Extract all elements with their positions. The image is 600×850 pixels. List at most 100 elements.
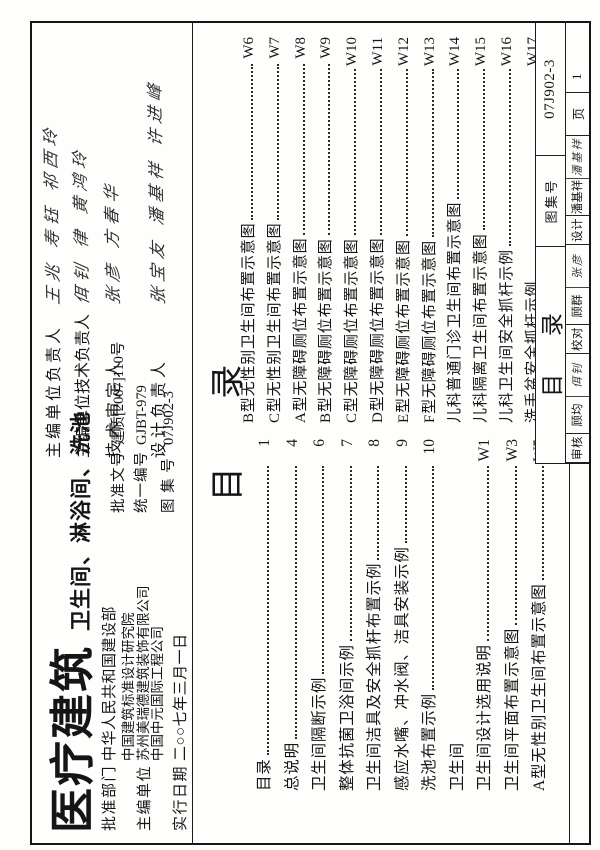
toc-entry-page: W1 bbox=[476, 439, 493, 462]
toc-entry-title: 目录 bbox=[256, 758, 273, 791]
toc-entry: 卫生间设计选用说明 W1 bbox=[472, 439, 500, 791]
handwritten-signature: 王兆 寿钰 祁西玲 bbox=[40, 121, 64, 306]
toc-dot-leader bbox=[404, 466, 407, 544]
toc-entry-title: B型无性别卫生间布置示意图 bbox=[241, 222, 257, 423]
title-block-cell: 张彦 bbox=[565, 245, 589, 288]
toc-dot-leader bbox=[379, 68, 382, 235]
toc-entry-page: 6 bbox=[311, 439, 328, 447]
title-block-cell: 1 bbox=[565, 23, 589, 93]
toc-entry: C型无障碍厕位布置示意图 W10 bbox=[340, 37, 366, 423]
editor-unit: 中国建筑标准设计研究院 bbox=[121, 612, 136, 762]
toc-entry-page: 4 bbox=[283, 439, 301, 447]
sheet-border-frame: 医疗建筑 卫生间、淋浴间、洗池 批准部门 中华人民共和国建设部 主编单位 中国建… bbox=[30, 21, 591, 845]
toc-dot-leader bbox=[483, 69, 486, 231]
toc-entry-title: B型无障碍厕位布置示意图 bbox=[318, 238, 335, 423]
toc-dot-leader bbox=[377, 466, 379, 560]
toc-dot-leader bbox=[276, 64, 279, 220]
toc-dot-leader bbox=[322, 466, 324, 674]
toc-dot-leader bbox=[508, 69, 511, 247]
toc-columns: 目录 1 总说明 4 卫生间隔断示例 6 bbox=[236, 37, 555, 791]
effective-date-label: 实行日期 bbox=[172, 764, 189, 831]
responsible-role-label: 技 术 审 定 人 bbox=[106, 361, 123, 458]
toc-entry-title: 卫生间隔断示例 bbox=[311, 676, 328, 791]
atlas-title-row: 医疗建筑 卫生间、淋浴间、洗池 bbox=[36, 411, 101, 833]
toc-entry-page: W11 bbox=[369, 37, 386, 66]
toc-entry: B型无障碍厕位布置示意图 W9 bbox=[314, 37, 340, 423]
approval-dept-row: 批准部门 中华人民共和国建设部 bbox=[98, 586, 119, 831]
toc-entry-title: F型无障碍厕位布置示意图 bbox=[421, 240, 438, 423]
effective-date-value: 二○○七年三月一日 bbox=[172, 633, 189, 761]
toc-entry: 卫生间隔断示例 6 bbox=[307, 439, 335, 791]
toc-entry-page: 1 bbox=[256, 439, 273, 447]
toc-entry-title: C型无障碍厕位布置示意图 bbox=[344, 238, 361, 423]
toc-left-column: 目录 1 总说明 4 卫生间隔断示例 6 bbox=[236, 439, 555, 791]
toc-entry-page: 7 bbox=[338, 439, 356, 447]
handwritten-signature: 张宝友 潘基祥 许进峰 bbox=[145, 76, 169, 306]
approval-info-block: 批准部门 中华人民共和国建设部 主编单位 中国建筑标准设计研究院 苏州美瑞德建筑… bbox=[98, 586, 193, 832]
toc-dot-leader bbox=[431, 69, 434, 238]
responsible-person-row: 设 计 负 责 人 张宝友 潘基祥 许进峰 bbox=[145, 27, 170, 458]
toc-dot-leader bbox=[349, 466, 352, 642]
toc-entry: A型无障碍厕位布置示意图 W8 bbox=[289, 37, 315, 423]
toc-entry-page: W15 bbox=[473, 37, 490, 67]
toc-entry: 感应水嘴、冲水阀、洁具安装示例 9 bbox=[390, 439, 418, 791]
toc-entry: 总说明 4 bbox=[280, 439, 308, 791]
responsible-role-label: 设 计 负 责 人 bbox=[151, 361, 168, 458]
title-block-cell: 校对 bbox=[565, 325, 589, 354]
toc-entry-title: 总说明 bbox=[283, 742, 301, 791]
toc-entry-page: W16 bbox=[498, 37, 515, 67]
responsible-person-row: 主编单位负责人 王兆 寿钰 祁西玲 bbox=[40, 27, 65, 458]
title-block-cell: 页 bbox=[565, 93, 589, 136]
toc-entry-page: W13 bbox=[421, 37, 438, 67]
toc-dot-leader bbox=[294, 466, 297, 740]
effective-date-row: 实行日期 二○○七年三月一日 bbox=[169, 586, 190, 831]
toc-entry-title: 儿科隔离卫生间布置示意图 bbox=[473, 233, 490, 423]
drawing-title-cell: 目 录 bbox=[540, 297, 565, 397]
toc-entry: 儿科普通门诊卫生间布置示意图 W14 bbox=[443, 37, 469, 423]
toc-entry-title: A型无性别卫生间布置示意图 bbox=[531, 583, 548, 791]
title-block-cell: 潘基祥 bbox=[565, 136, 589, 179]
toc-dot-leader bbox=[267, 466, 269, 756]
toc-entry-page: W3 bbox=[503, 439, 521, 462]
toc-dot-leader bbox=[405, 69, 408, 237]
title-block-cell: 顾群 bbox=[565, 288, 589, 325]
toc-entry-title: 卫生间设计选用说明 bbox=[476, 644, 493, 791]
toc-entry: 洗池布置示例 10 bbox=[417, 439, 445, 791]
toc-dot-leader bbox=[514, 466, 517, 625]
approval-dept-label: 批准部门 bbox=[102, 764, 118, 831]
toc-dot-leader bbox=[487, 466, 489, 642]
toc-entry: 儿科隔离卫生间布置示意图 W15 bbox=[469, 37, 495, 423]
toc-entry-page: W7 bbox=[266, 37, 283, 59]
editor-unit: 中国中元国际工程公司 bbox=[150, 626, 165, 761]
title-block-cell: 顾均 bbox=[565, 397, 589, 434]
toc-entry: F型无障碍厕位布置示意图 W13 bbox=[418, 37, 444, 423]
handwritten-signature: 张彦 方春华 bbox=[101, 177, 124, 306]
toc-entry-title: 整体抗菌卫浴间示例 bbox=[338, 644, 356, 791]
toc-entry-title: 儿科普通门诊卫生间布置示意图 bbox=[447, 201, 464, 423]
title-block: 目 录 图集号 07J902-3 审核 顾均 佴钊 校对 顾群 张彦 bbox=[534, 23, 589, 464]
toc-entry-title: 儿科卫生间安全抓杆示例 bbox=[498, 249, 515, 423]
atlas-no-label-cell: 图集号 bbox=[535, 156, 565, 247]
toc-entry: B型无性别卫生间布置示意图 W6 bbox=[237, 37, 263, 423]
toc-dot-leader bbox=[432, 466, 434, 691]
toc-entry: 整体抗菌卫浴间示例 7 bbox=[335, 439, 363, 791]
toc-entry-page: W8 bbox=[292, 37, 309, 59]
toc-entry-page: 8 bbox=[366, 439, 383, 447]
toc-dot-leader bbox=[457, 69, 460, 199]
title-block-cell: 潘基祥 bbox=[565, 179, 589, 216]
toc-entry-page: W9 bbox=[318, 37, 335, 59]
toc-entry: A型无性别卫生间布置示意图 W5 bbox=[527, 439, 555, 791]
toc-entry-title: C型无性别卫生间布置示意图 bbox=[266, 222, 283, 423]
toc-entry-title: 卫生间洁具及安全抓杆布置示例 bbox=[366, 562, 383, 791]
toc-entry: 目录 1 bbox=[252, 439, 280, 791]
series-title: 医疗建筑 bbox=[48, 644, 98, 833]
toc-entry: 卫生间洁具及安全抓杆布置示例 8 bbox=[362, 439, 390, 791]
responsible-persons-block: 主编单位负责人 王兆 寿钰 祁西玲 主编单位技术负责人 佴钊 律 黄鸿玲 技 术… bbox=[32, 27, 170, 458]
toc-entry-title: 感应水嘴、冲水阀、洁具安装示例 bbox=[393, 546, 411, 791]
title-block-cell: 审核 bbox=[565, 434, 589, 463]
toc-entry-title: E型无障碍厕位布置示意图 bbox=[395, 239, 412, 423]
toc-entry-title: A型无障碍厕位布置示意图 bbox=[292, 237, 309, 423]
title-block-upper-row: 目 录 图集号 07J902-3 bbox=[535, 23, 566, 463]
